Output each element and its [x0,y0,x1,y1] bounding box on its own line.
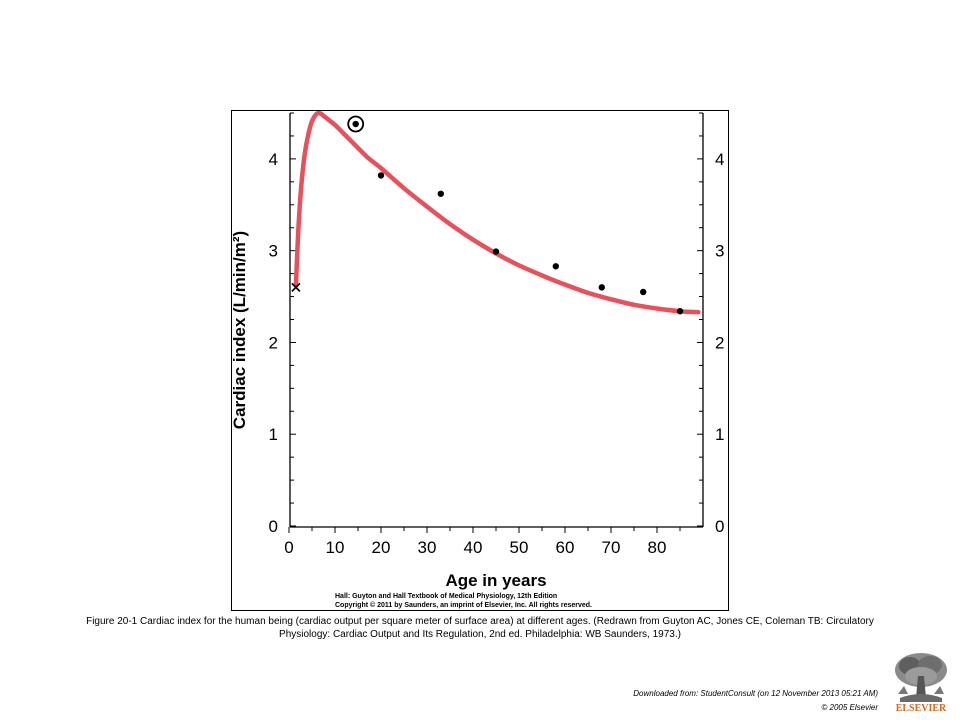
tree-emblem-icon [894,652,948,702]
copyright-notice: © 2005 Elsevier [821,703,878,712]
download-notice: Downloaded from: StudentConsult (on 12 N… [633,689,878,698]
curve-layer [293,111,701,315]
points-layer [291,115,684,315]
data-point [437,190,444,197]
y-tick-label: 3 [269,242,278,261]
data-point [598,284,605,291]
x-marker [291,282,301,292]
data-point [377,172,385,179]
x-tick-label: 30 [418,538,437,557]
figure-caption: Figure 20-1 Cardiac index for the human … [86,616,874,640]
x-tick-label: 10 [326,538,345,557]
right-tick-label: 2 [715,333,724,352]
credit-line-1: Hall: Guyton and Hall Textbook of Medica… [335,593,557,600]
y-tick-label: 0 [269,517,278,536]
right-tick-label: 0 [715,517,724,536]
y-tick-label: 2 [269,333,278,352]
right-tick-label: 4 [715,150,724,169]
elsevier-logo: ELSEVIER [890,650,952,714]
x-tick-label: 60 [556,538,575,557]
figure-frame: 0 1 2 3 4 0 1 2 3 4 0 10 20 30 40 50 60 70 80 Cardiac inde… [231,110,729,611]
x-tick-label: 50 [510,538,529,557]
data-point [640,288,647,296]
elsevier-wordmark: ELSEVIER [896,703,947,714]
x-tick-label: 80 [648,538,667,557]
data-point [492,248,500,255]
x-tick-label: 70 [602,538,621,557]
x-axis-label: Age in years [445,571,546,590]
x-tick-label: 40 [464,538,483,557]
x-tick-label: 0 [284,538,293,557]
y-axis-label: Cardiac index (L/min/m²) [232,231,249,429]
y-tick-label: 4 [269,150,278,169]
x-marker-stroke [291,282,301,292]
data-point [676,308,684,315]
right-tick-label: 3 [715,242,724,261]
circled-dot-center [352,120,359,128]
cardiac-index-curve [293,111,701,315]
data-point [552,263,559,270]
y-tick-label: 1 [269,425,278,444]
x-tick-label: 20 [372,538,391,557]
circled-dot-marker [347,115,365,133]
credit-line-2: Copyright © 2011 by Saunders, an imprint… [335,601,592,609]
right-tick-label: 1 [715,425,724,444]
